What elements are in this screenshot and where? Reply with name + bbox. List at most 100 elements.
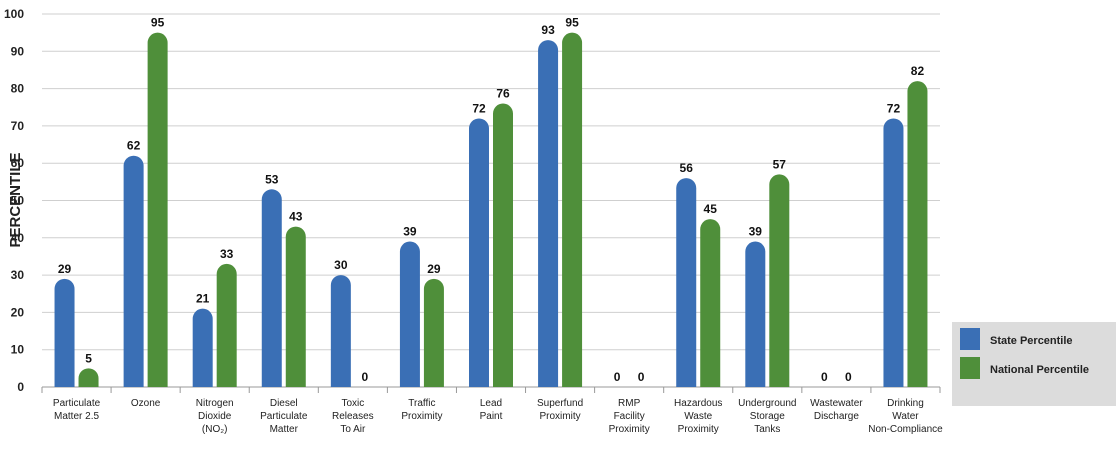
x-category-label: (NO₂) — [202, 424, 228, 435]
bar-value-label: 56 — [680, 161, 694, 175]
state-percentile-bar — [538, 40, 559, 388]
state-percentile-bar — [261, 189, 282, 387]
national-percentile-bar — [700, 219, 721, 387]
legend-swatch-state — [960, 328, 980, 350]
bar-value-label: 62 — [127, 139, 141, 153]
national-percentile-bar — [147, 32, 168, 388]
bar-value-label: 53 — [265, 172, 279, 186]
x-category-label: Waste — [684, 411, 712, 422]
state-percentile-bar — [469, 118, 489, 388]
y-tick-label: 40 — [11, 231, 25, 245]
x-category-label: Particulate — [53, 398, 101, 409]
bar-value-label: 95 — [151, 16, 165, 30]
bar-value-label: 5 — [85, 351, 92, 365]
y-tick-label: 50 — [11, 194, 25, 208]
bar-value-label: 30 — [334, 258, 348, 272]
x-category-label: Matter 2.5 — [54, 411, 99, 422]
bar-value-label: 93 — [541, 23, 555, 37]
x-category-label: Traffic — [408, 398, 435, 409]
y-tick-label: 90 — [11, 44, 25, 58]
x-category-label: Toxic — [341, 398, 364, 409]
bar-value-label: 39 — [403, 225, 417, 239]
x-category-label: To Air — [340, 424, 366, 435]
bar-value-label: 82 — [911, 64, 925, 78]
x-category-label: Ozone — [131, 398, 161, 409]
bar-value-label: 29 — [427, 262, 441, 276]
state-percentile-bar — [883, 118, 904, 388]
bar-value-label: 33 — [220, 247, 234, 261]
x-category-label: Drinking — [887, 398, 924, 409]
x-category-label: Nitrogen — [196, 398, 234, 409]
state-percentile-bar — [192, 308, 213, 387]
national-percentile-bar — [493, 103, 513, 387]
y-tick-label: 70 — [11, 119, 25, 133]
bar-value-label: 0 — [821, 370, 828, 384]
national-percentile-bar — [216, 263, 237, 387]
x-category-label: Storage — [750, 411, 785, 422]
x-category-label: Particulate — [260, 411, 308, 422]
national-percentile-bar — [285, 226, 306, 387]
y-tick-label: 0 — [17, 380, 24, 394]
bar-value-label: 39 — [749, 225, 763, 239]
x-category-label: Wastewater — [810, 398, 863, 409]
legend-label-state: State Percentile — [990, 335, 1073, 347]
x-category-label: Water — [892, 411, 919, 422]
state-percentile-bar — [399, 241, 420, 387]
bars: 29 5 62 95 21 33 53 43 30 0 39 29 72 76 93 95 0 0 56 45 39 57… — [54, 16, 928, 388]
national-percentile-bar — [769, 174, 790, 387]
bar-value-label: 72 — [887, 101, 901, 115]
bar-value-label: 0 — [845, 370, 852, 384]
national-percentile-bar — [907, 81, 928, 387]
x-category-label: Non-Compliance — [868, 424, 943, 435]
x-category-label: Lead — [480, 398, 502, 409]
legend-label-national: National Percentile — [990, 364, 1089, 376]
y-tick-label: 10 — [11, 343, 25, 357]
national-percentile-bar — [423, 278, 444, 387]
y-tick-label: 100 — [4, 7, 24, 21]
national-percentile-bar — [78, 368, 99, 387]
state-percentile-bar — [330, 275, 351, 387]
bar-value-label: 29 — [58, 262, 72, 276]
bar-value-label: 57 — [773, 157, 787, 171]
bar-value-label: 43 — [289, 210, 303, 224]
state-percentile-bar — [123, 155, 144, 387]
x-category-label: Discharge — [814, 411, 859, 422]
x-category-label: Tanks — [754, 424, 780, 435]
bar-value-label: 72 — [472, 101, 486, 115]
y-tick-label: 20 — [11, 305, 25, 319]
y-tick-label: 80 — [11, 82, 25, 96]
bar-value-label: 76 — [496, 87, 510, 101]
y-axis-ticks: 0 10 20 30 40 50 60 70 80 90 100 — [4, 7, 24, 394]
x-category-label: Proximity — [540, 411, 581, 422]
gridlines — [42, 13, 940, 388]
bar-value-label: 21 — [196, 292, 210, 306]
x-category-label: Releases — [332, 411, 374, 422]
x-category-label: Paint — [480, 411, 503, 422]
x-category-label: Underground — [738, 398, 796, 409]
y-tick-label: 60 — [11, 156, 25, 170]
x-category-label: RMP — [618, 398, 641, 409]
bar-value-label: 45 — [704, 202, 718, 216]
category-labels: Particulate Matter 2.5 Ozone Nitrogen Dioxid… — [41, 387, 943, 435]
x-category-label: Facility — [614, 411, 645, 422]
legend: State Percentile National Percentile — [952, 322, 1116, 406]
bar-value-label: 0 — [614, 370, 621, 384]
x-category-label: Hazardous — [674, 398, 722, 409]
x-category-label: Dioxide — [198, 411, 232, 422]
x-category-label: Proximity — [401, 411, 442, 422]
state-percentile-bar — [676, 178, 697, 387]
x-category-label: Matter — [270, 424, 299, 435]
bar-value-label: 0 — [638, 370, 645, 384]
x-category-label: Proximity — [609, 424, 650, 435]
x-category-label: Diesel — [270, 398, 298, 409]
state-percentile-bar — [54, 278, 75, 387]
y-tick-label: 30 — [11, 268, 25, 282]
x-category-label: Superfund — [537, 398, 583, 409]
national-percentile-bar — [562, 32, 583, 388]
bar-value-label: 0 — [362, 370, 369, 384]
y-axis-label: PERCENTILE — [7, 152, 24, 247]
state-percentile-bar — [745, 241, 766, 387]
x-category-label: Proximity — [678, 424, 719, 435]
bar-value-label: 95 — [565, 16, 579, 30]
